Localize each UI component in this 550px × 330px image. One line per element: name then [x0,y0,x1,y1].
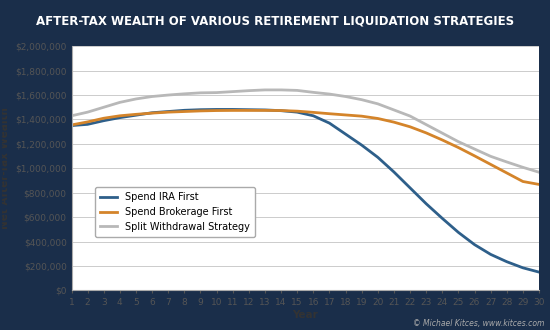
Spend IRA First [487,252,494,256]
Split Withdrawal Strategy [133,97,139,101]
Split Withdrawal Strategy [423,123,430,127]
Spend IRA First [375,155,381,159]
Split Withdrawal Strategy [262,88,268,92]
Spend IRA First [342,132,349,136]
Spend IRA First [245,108,252,112]
Split Withdrawal Strategy [294,88,300,92]
Spend IRA First [455,230,461,234]
Spend Brokerage First [342,113,349,117]
Split Withdrawal Strategy [165,93,172,97]
Spend IRA First [165,110,172,114]
Spend IRA First [84,122,91,126]
Split Withdrawal Strategy [536,170,542,174]
Y-axis label: Net After-Tax Wealth: Net After-Tax Wealth [0,107,9,229]
Split Withdrawal Strategy [390,108,397,112]
Spend IRA First [213,108,220,112]
Spend Brokerage First [117,114,123,118]
Spend IRA First [229,108,236,112]
Spend IRA First [133,113,139,117]
Split Withdrawal Strategy [455,140,461,144]
Spend IRA First [390,170,397,174]
Spend Brokerage First [84,120,91,124]
Split Withdrawal Strategy [503,160,510,164]
Spend Brokerage First [229,109,236,113]
Spend IRA First [520,266,526,270]
Split Withdrawal Strategy [520,165,526,169]
Spend Brokerage First [197,109,204,113]
Spend IRA First [359,143,365,147]
Spend Brokerage First [503,171,510,175]
Spend IRA First [68,123,75,127]
Split Withdrawal Strategy [359,98,365,102]
Spend IRA First [117,115,123,119]
Split Withdrawal Strategy [278,88,284,92]
Spend IRA First [471,243,478,247]
Split Withdrawal Strategy [84,110,91,114]
Line: Split Withdrawal Strategy: Split Withdrawal Strategy [72,90,539,172]
Split Withdrawal Strategy [407,114,414,118]
Spend Brokerage First [294,109,300,113]
Split Withdrawal Strategy [229,90,236,94]
Spend Brokerage First [520,180,526,183]
Spend Brokerage First [326,112,333,116]
Spend Brokerage First [359,114,365,118]
Spend Brokerage First [439,138,446,142]
Split Withdrawal Strategy [471,147,478,151]
Spend Brokerage First [165,110,172,114]
X-axis label: Year: Year [293,310,318,320]
Spend IRA First [101,119,107,123]
Spend Brokerage First [471,154,478,158]
Spend IRA First [503,260,510,264]
Spend Brokerage First [181,110,188,114]
Spend IRA First [536,270,542,274]
Spend IRA First [278,109,284,113]
Spend Brokerage First [455,146,461,149]
Spend IRA First [407,186,414,190]
Spend IRA First [181,108,188,112]
Spend IRA First [439,216,446,220]
Split Withdrawal Strategy [68,114,75,118]
Split Withdrawal Strategy [117,100,123,104]
Spend Brokerage First [390,120,397,124]
Split Withdrawal Strategy [375,102,381,106]
Legend: Spend IRA First, Spend Brokerage First, Split Withdrawal Strategy: Spend IRA First, Spend Brokerage First, … [95,187,255,237]
Spend Brokerage First [536,182,542,186]
Split Withdrawal Strategy [181,92,188,96]
Split Withdrawal Strategy [487,154,494,158]
Spend Brokerage First [262,109,268,113]
Spend IRA First [423,202,430,206]
Line: Spend IRA First: Spend IRA First [72,110,539,272]
Spend IRA First [294,110,300,114]
Spend Brokerage First [423,131,430,135]
Split Withdrawal Strategy [439,131,446,135]
Spend Brokerage First [375,116,381,120]
Split Withdrawal Strategy [149,94,156,98]
Spend Brokerage First [407,125,414,129]
Split Withdrawal Strategy [213,91,220,95]
Text: © Michael Kitces, www.kitces.com: © Michael Kitces, www.kitces.com [413,319,544,328]
Spend Brokerage First [310,111,317,115]
Spend IRA First [197,108,204,112]
Line: Spend Brokerage First: Spend Brokerage First [72,111,539,184]
Split Withdrawal Strategy [101,105,107,109]
Spend Brokerage First [278,109,284,113]
Spend Brokerage First [487,162,494,166]
Split Withdrawal Strategy [342,94,349,98]
Spend IRA First [326,121,333,125]
Spend Brokerage First [213,109,220,113]
Text: AFTER-TAX WEALTH OF VARIOUS RETIREMENT LIQUIDATION STRATEGIES: AFTER-TAX WEALTH OF VARIOUS RETIREMENT L… [36,15,514,28]
Spend IRA First [149,111,156,115]
Spend Brokerage First [133,112,139,116]
Split Withdrawal Strategy [245,89,252,93]
Spend Brokerage First [149,111,156,115]
Spend Brokerage First [101,116,107,120]
Spend Brokerage First [68,123,75,127]
Split Withdrawal Strategy [197,91,204,95]
Spend Brokerage First [245,109,252,113]
Spend IRA First [310,114,317,118]
Split Withdrawal Strategy [326,92,333,96]
Spend IRA First [262,108,268,112]
Split Withdrawal Strategy [310,90,317,94]
